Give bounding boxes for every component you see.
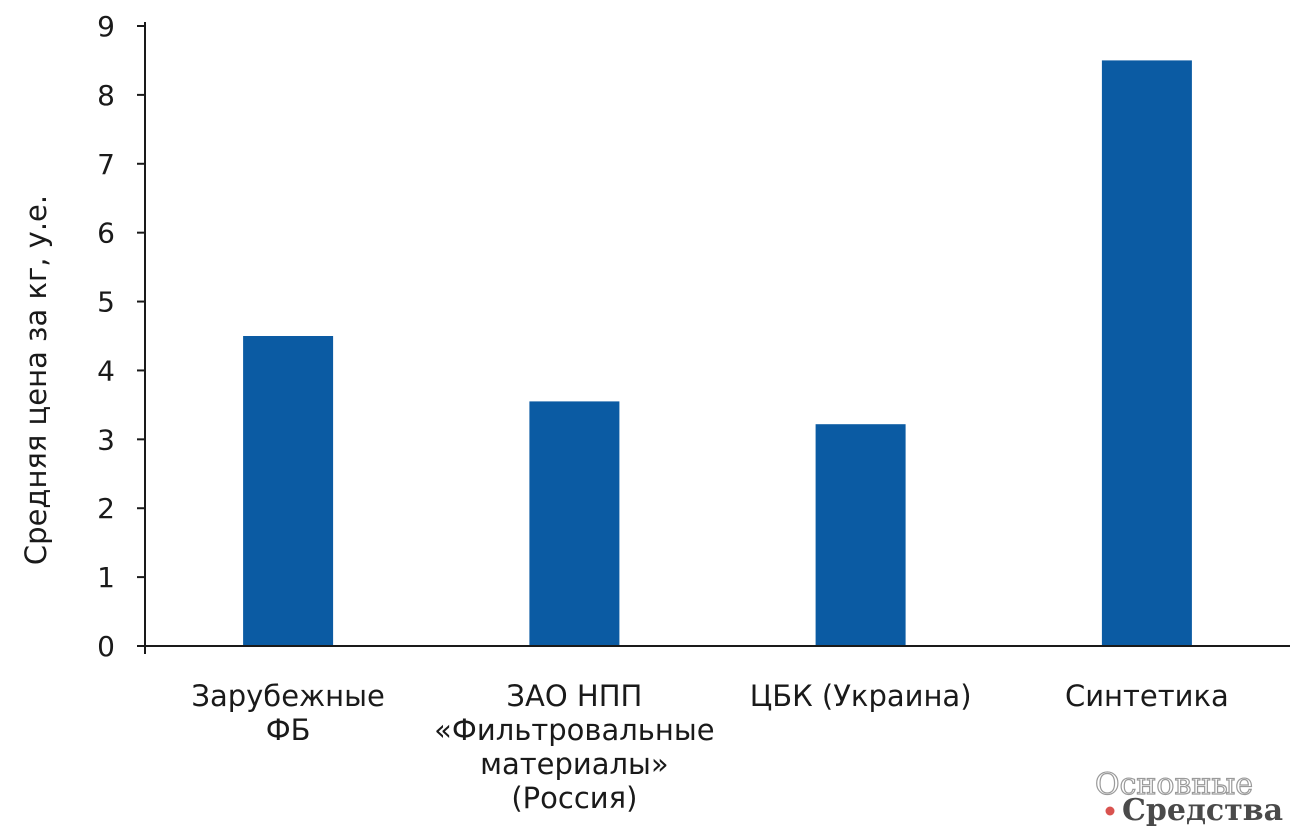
watermark-line2: Средства xyxy=(1122,793,1283,828)
y-tick-label-7: 7 xyxy=(97,148,115,181)
axes-group xyxy=(144,22,1290,654)
watermark-logo: Основные Средства xyxy=(1094,766,1283,828)
y-ticks-group: 0 1 2 3 4 5 6 7 8 9 xyxy=(97,10,145,663)
y-tick-label-2: 2 xyxy=(97,492,115,525)
bars-group xyxy=(243,60,1192,646)
x-category-label-2: ЦБК (Украина) xyxy=(750,679,972,713)
y-tick-label-5: 5 xyxy=(97,286,115,319)
y-tick-label-4: 4 xyxy=(97,354,115,387)
x-labels-group: Зарубежные ФБ ЗАО НПП «Фильтровальные матери… xyxy=(191,679,1228,815)
y-axis-title: Средняя цена за кг, у.е. xyxy=(19,195,53,565)
bar-2 xyxy=(815,424,906,646)
bar-0 xyxy=(243,336,334,646)
watermark-dot xyxy=(1105,806,1115,816)
y-tick-label-3: 3 xyxy=(97,423,115,456)
bar-3 xyxy=(1101,60,1192,646)
watermark-line1: Основные xyxy=(1095,767,1253,802)
y-tick-label-1: 1 xyxy=(97,561,115,594)
x-category-label-0: Зарубежные ФБ xyxy=(191,679,384,747)
y-tick-label-9: 9 xyxy=(97,10,115,43)
x-category-label-3: Синтетика xyxy=(1065,679,1229,713)
y-tick-label-6: 6 xyxy=(97,217,115,250)
y-tick-label-0: 0 xyxy=(97,630,115,663)
x-category-label-1: ЗАО НПП «Фильтровальные материалы» (Россия) xyxy=(434,679,714,815)
bar-1 xyxy=(529,401,620,646)
y-tick-label-8: 8 xyxy=(97,79,115,112)
